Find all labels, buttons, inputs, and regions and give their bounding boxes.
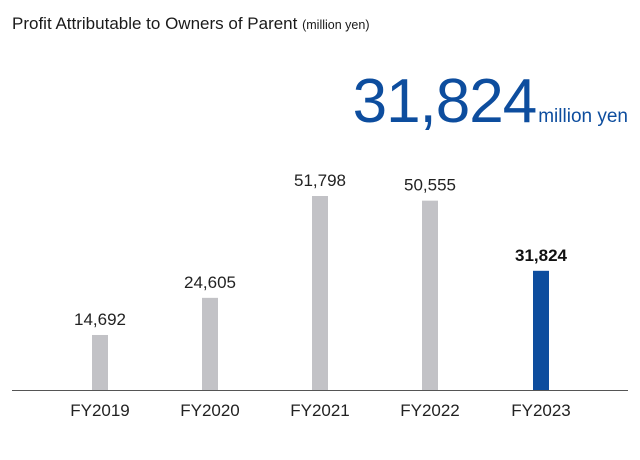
x-tick-fy2021: FY2021 (290, 401, 350, 420)
data-label-fy2022: 50,555 (404, 176, 456, 195)
bar-fy2020 (202, 297, 218, 390)
x-tick-fy2023: FY2023 (511, 401, 571, 420)
x-tick-fy2019: FY2019 (70, 401, 130, 420)
bar-fy2019 (92, 334, 108, 390)
chart-title-text: Profit Attributable to Owners of Parent (12, 14, 298, 33)
data-label-fy2020: 24,605 (184, 273, 236, 292)
bar-fy2023 (533, 270, 549, 390)
bar-fy2021 (312, 196, 328, 390)
highlight-unit: million yen (538, 106, 628, 127)
chart-title-unit: (million yen) (302, 18, 370, 32)
highlight-figure: 31,824 million yen (353, 66, 628, 137)
data-label-fy2021: 51,798 (294, 171, 346, 190)
highlight-value: 31,824 (352, 67, 538, 136)
bar-fy2022 (422, 200, 438, 390)
data-label-fy2023: 31,824 (515, 246, 568, 265)
chart-title: Profit Attributable to Owners of Parent … (12, 14, 370, 34)
x-tick-fy2022: FY2022 (400, 401, 460, 420)
data-label-fy2019: 14,692 (74, 310, 126, 329)
x-tick-fy2020: FY2020 (180, 401, 240, 420)
